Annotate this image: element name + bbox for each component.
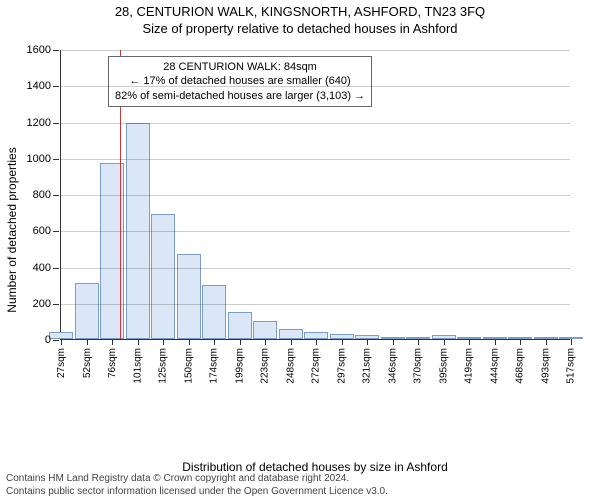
x-tick-label: 468sqm bbox=[515, 348, 526, 384]
y-tick-label: 1600 bbox=[27, 44, 61, 56]
y-tick-label: 0 bbox=[45, 334, 61, 346]
x-tick-label: 52sqm bbox=[82, 348, 93, 378]
x-tick-label: 346sqm bbox=[388, 348, 399, 384]
y-axis-title: Number of detached properties bbox=[5, 147, 19, 312]
histogram-bar bbox=[202, 285, 227, 339]
plot-area: 28 CENTURION WALK: 84sqm ← 17% of detach… bbox=[60, 50, 570, 340]
annotation-line3: 82% of semi-detached houses are larger (… bbox=[115, 89, 365, 103]
x-tick-label: 419sqm bbox=[464, 348, 475, 384]
x-tick-label: 223sqm bbox=[260, 348, 271, 384]
histogram-bar bbox=[304, 332, 329, 339]
x-tick-label: 76sqm bbox=[107, 348, 118, 378]
y-tick-label: 200 bbox=[33, 298, 61, 310]
histogram-chart: Number of detached properties 28 CENTURI… bbox=[60, 50, 570, 410]
x-tick-label: 321sqm bbox=[362, 348, 373, 384]
x-tick-label: 370sqm bbox=[413, 348, 424, 384]
y-tick-label: 600 bbox=[33, 225, 61, 237]
x-tick-label: 199sqm bbox=[235, 348, 246, 384]
x-tick-label: 395sqm bbox=[439, 348, 450, 384]
page-title-desc: Size of property relative to detached ho… bbox=[0, 21, 600, 36]
x-tick-label: 493sqm bbox=[541, 348, 552, 384]
x-tick-label: 444sqm bbox=[490, 348, 501, 384]
histogram-bar bbox=[279, 329, 304, 339]
y-tick-label: 400 bbox=[33, 262, 61, 274]
license-line2: Contains public sector information licen… bbox=[6, 486, 594, 499]
y-tick-label: 800 bbox=[33, 189, 61, 201]
license-text: Contains HM Land Registry data © Crown c… bbox=[0, 473, 600, 498]
x-tick-label: 101sqm bbox=[133, 348, 144, 384]
x-tick-label: 125sqm bbox=[158, 348, 169, 384]
x-tick-label: 248sqm bbox=[286, 348, 297, 384]
x-tick-label: 174sqm bbox=[209, 348, 220, 384]
y-tick-label: 1000 bbox=[27, 153, 61, 165]
histogram-bar bbox=[253, 321, 278, 339]
license-line1: Contains HM Land Registry data © Crown c… bbox=[6, 473, 594, 486]
x-tick-label: 517sqm bbox=[566, 348, 577, 384]
y-tick-label: 1200 bbox=[27, 117, 61, 129]
x-tick-label: 297sqm bbox=[337, 348, 348, 384]
annotation-box: 28 CENTURION WALK: 84sqm ← 17% of detach… bbox=[108, 56, 372, 107]
x-tick-label: 272sqm bbox=[311, 348, 322, 384]
x-axis-title: Distribution of detached houses by size … bbox=[60, 460, 570, 474]
x-tick-label: 27sqm bbox=[56, 348, 67, 378]
histogram-bar bbox=[151, 214, 176, 339]
x-tick-label: 150sqm bbox=[184, 348, 195, 384]
histogram-bar bbox=[228, 312, 253, 339]
histogram-bar bbox=[75, 283, 100, 339]
annotation-line1: 28 CENTURION WALK: 84sqm bbox=[115, 60, 365, 74]
y-tick-label: 1400 bbox=[27, 80, 61, 92]
page-title-address: 28, CENTURION WALK, KINGSNORTH, ASHFORD,… bbox=[0, 4, 600, 19]
